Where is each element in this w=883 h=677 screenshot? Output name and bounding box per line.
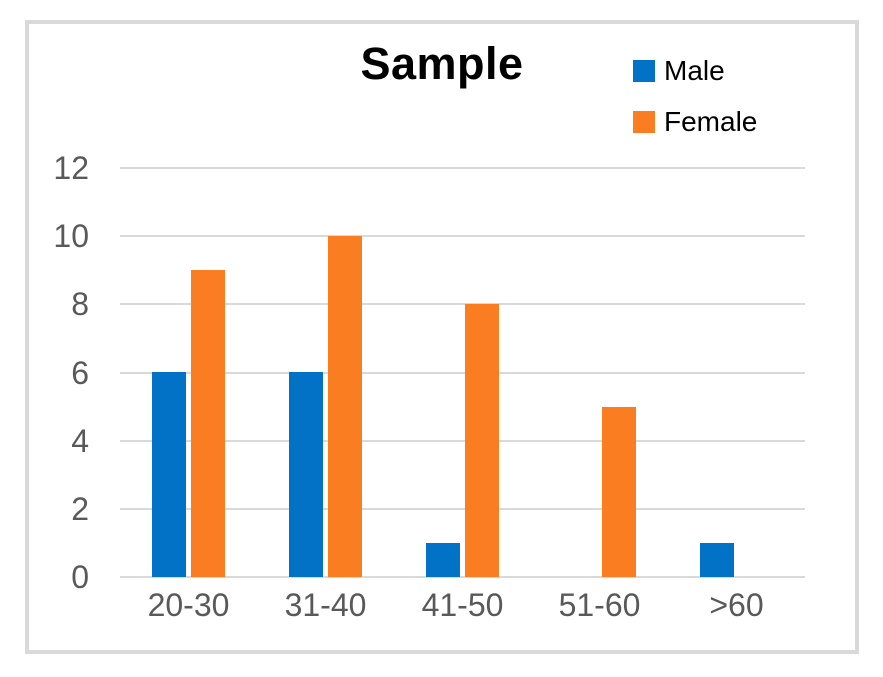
bar-female-20-30 bbox=[191, 270, 225, 577]
male-swatch-icon bbox=[633, 60, 655, 82]
y-tick-label-0: 0 bbox=[71, 559, 89, 595]
gridline-4 bbox=[120, 440, 805, 442]
x-tick-label-31-40: 31-40 bbox=[284, 587, 367, 623]
legend-item-male: Male bbox=[633, 54, 757, 88]
gridline-0 bbox=[120, 576, 805, 578]
bar-female-31-40 bbox=[328, 236, 362, 577]
x-tick-label-51-60: 51-60 bbox=[558, 587, 641, 623]
gridline-10 bbox=[120, 235, 805, 237]
gridline-12 bbox=[120, 167, 805, 169]
legend-item-female: Female bbox=[633, 105, 757, 139]
y-tick-label-12: 12 bbox=[53, 150, 89, 186]
gridline-8 bbox=[120, 303, 805, 305]
chart-title: Sample bbox=[360, 38, 524, 89]
bar-male->60 bbox=[700, 543, 734, 577]
gridline-6 bbox=[120, 372, 805, 374]
y-tick-label-6: 6 bbox=[71, 355, 89, 391]
legend: Male Female bbox=[633, 54, 757, 139]
y-tick-label-4: 4 bbox=[71, 423, 89, 459]
x-tick-label-20-30: 20-30 bbox=[147, 587, 230, 623]
bar-male-41-50 bbox=[426, 543, 460, 577]
x-tick-label->60: >60 bbox=[709, 587, 764, 623]
chart[interactable]: Sample Male Female 0 2 4 6 8 10 12 20-30 31-40 4… bbox=[25, 20, 859, 654]
y-tick-label-8: 8 bbox=[71, 286, 89, 322]
legend-label-male: Male bbox=[664, 55, 725, 86]
bar-male-20-30 bbox=[152, 372, 186, 577]
plot-area bbox=[120, 167, 805, 578]
bar-female-51-60 bbox=[602, 407, 636, 577]
y-tick-label-10: 10 bbox=[53, 218, 89, 254]
y-tick-label-2: 2 bbox=[71, 491, 89, 527]
female-swatch-icon bbox=[633, 111, 655, 133]
bar-female-41-50 bbox=[465, 304, 499, 577]
x-tick-label-41-50: 41-50 bbox=[421, 587, 504, 623]
gridline-2 bbox=[120, 508, 805, 510]
legend-label-female: Female bbox=[664, 106, 758, 137]
bar-male-31-40 bbox=[289, 372, 323, 577]
